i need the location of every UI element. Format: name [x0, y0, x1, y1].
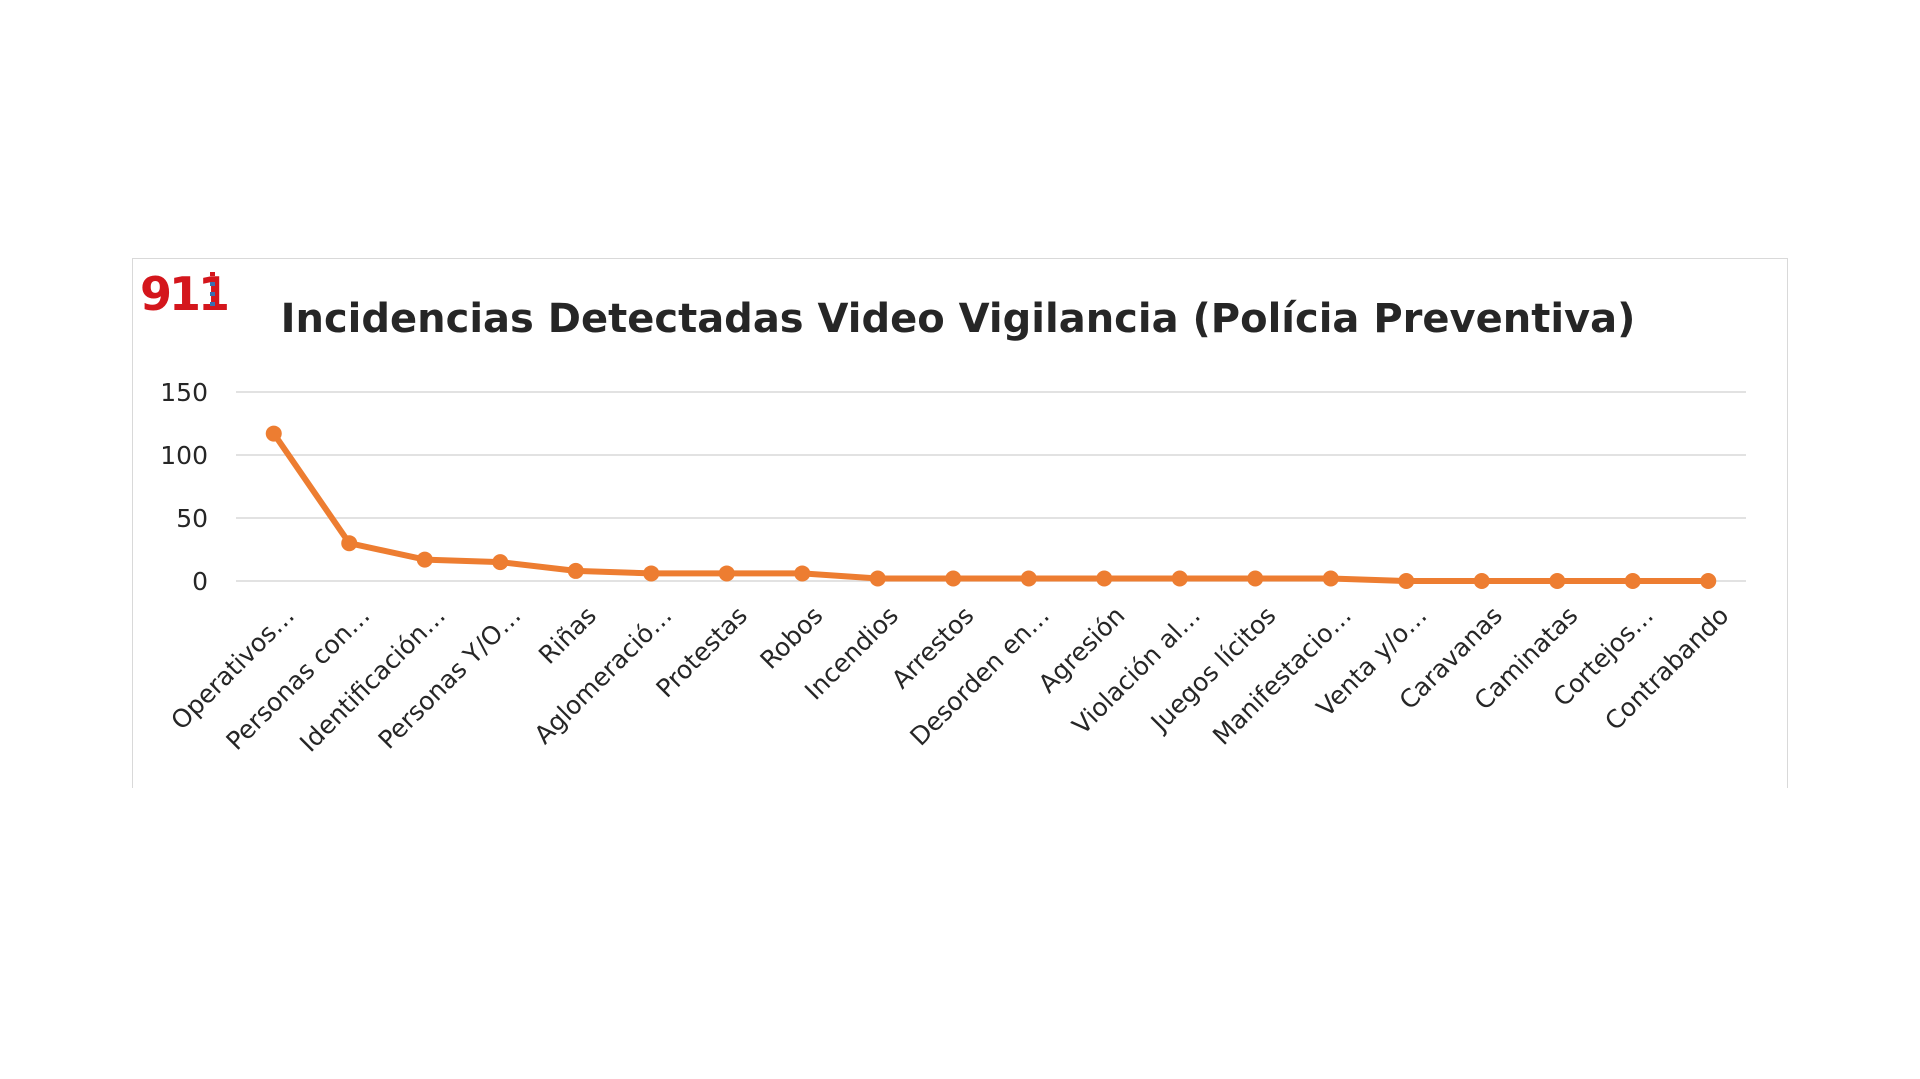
x-tick-label: Violación al…: [1067, 601, 1206, 740]
data-point: [1549, 573, 1566, 589]
data-point: [1322, 570, 1339, 587]
logo-911: 911: [140, 267, 230, 321]
x-tick-label: Desorden en…: [904, 601, 1055, 752]
data-point: [1020, 570, 1037, 587]
series-polyline: [270, 430, 1712, 584]
data-point: [341, 535, 358, 552]
x-tick-label: Riñas: [533, 601, 602, 670]
data-point: [1096, 570, 1113, 587]
data-point: [945, 570, 962, 587]
data-point: [1171, 570, 1188, 587]
data-point: [1624, 573, 1641, 589]
data-point: [718, 565, 735, 582]
y-tick-label: 100: [160, 441, 208, 470]
gridlines: [236, 391, 1746, 582]
x-axis-ticks: Operativos…Personas con…Identificación…P…: [165, 601, 1734, 758]
series-line: [270, 430, 1712, 584]
y-tick-label: 50: [176, 504, 208, 533]
data-point: [265, 425, 282, 442]
data-point: [416, 551, 433, 568]
data-point: [643, 565, 660, 582]
data-point: [794, 565, 811, 582]
data-point: [869, 570, 886, 587]
x-tick-label: Personas Y/O…: [373, 601, 527, 755]
x-tick-label: Manifestacio…: [1207, 601, 1357, 751]
data-point: [1700, 573, 1717, 589]
logo-dot-blue: [210, 282, 215, 286]
y-tick-label: 0: [192, 567, 208, 596]
chart-frame: [132, 258, 1788, 788]
series-points: [265, 425, 1717, 589]
data-point: [1473, 573, 1490, 589]
x-tick-label: Aglomeració…: [529, 601, 678, 750]
logo-dot-red: [210, 272, 215, 276]
data-point: [492, 554, 509, 571]
chart-title: Incidencias Detectadas Video Vigilancia …: [281, 296, 1636, 342]
x-tick-label: Robos: [754, 601, 828, 675]
data-point: [1247, 570, 1264, 587]
data-point: [1398, 573, 1415, 589]
data-point: [567, 562, 584, 579]
y-axis-ticks: 0 50 100 150: [160, 378, 208, 596]
y-tick-label: 150: [160, 378, 208, 407]
logo-dot-blue: [210, 302, 215, 306]
logo-dot-blue: [210, 292, 215, 296]
